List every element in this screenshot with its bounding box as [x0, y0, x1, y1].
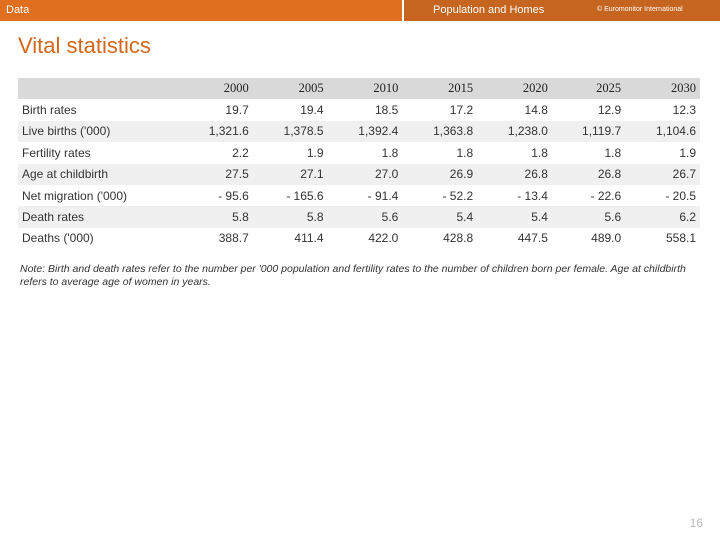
header-section-label: Population and Homes — [433, 4, 545, 16]
table-cell: 558.1 — [665, 231, 696, 246]
header-copyright: © Euromonitor International — [597, 6, 683, 13]
table-header-row: 2000 2005 2010 2015 2020 2025 2030 — [18, 78, 700, 100]
table-cell: 5.4 — [477, 206, 552, 228]
row-label: Age at childbirth — [18, 163, 178, 185]
year-header: 2010 — [327, 78, 403, 100]
year-header: 2015 — [402, 78, 478, 100]
table-cell: 17.2 — [449, 103, 474, 118]
footnote: Note: Birth and death rates refer to the… — [20, 263, 686, 288]
table-cell: - 95.6 — [218, 188, 249, 203]
table-cell: 26.8 — [551, 163, 626, 185]
table-row: Live births ('000) 1,321.6 1,378.5 1,392… — [18, 120, 700, 143]
header-data-label: Data — [6, 4, 30, 16]
row-label: Net migration ('000) — [22, 188, 127, 203]
table-cell: 19.4 — [300, 103, 324, 118]
table-cell: 14.8 — [524, 103, 548, 118]
table-cell: - 91.4 — [367, 188, 399, 203]
table-cell: 388.7 — [218, 231, 249, 246]
table-cell: 1,104.6 — [625, 120, 700, 143]
table-cell: 489.0 — [591, 231, 622, 246]
table-cell: 5.8 — [252, 206, 328, 228]
table-cell: 12.9 — [597, 103, 622, 118]
table-cell: 5.6 — [551, 206, 626, 228]
table-cell: 27.0 — [327, 163, 403, 185]
row-label: Live births ('000) — [18, 120, 178, 143]
year-header: 2000 — [178, 78, 253, 100]
table-cell: 26.7 — [625, 163, 700, 185]
table-cell: 447.5 — [517, 231, 548, 246]
year-header: 2030 — [625, 78, 700, 100]
table-cell: 1,119.7 — [551, 120, 626, 143]
row-label: Birth rates — [22, 103, 77, 118]
year-header: 2025 — [551, 78, 626, 100]
year-header: 2020 — [477, 78, 552, 100]
table-cell: 26.8 — [477, 163, 552, 185]
vital-statistics-table: 2000 2005 2010 2015 2020 2025 2030 Birth… — [18, 78, 700, 249]
table-cell: 1.8 — [531, 145, 548, 160]
table-cell: 1,392.4 — [327, 120, 403, 143]
table-cell: - 13.4 — [517, 188, 548, 203]
table-cell: 27.5 — [178, 163, 253, 185]
table-cell: 5.4 — [402, 206, 478, 228]
year-header: 2005 — [252, 78, 328, 100]
table-cell: 27.1 — [252, 163, 328, 185]
header-right-panel — [404, 0, 720, 21]
table-row: Fertility rates 2.2 1.9 1.8 1.8 1.8 1.8 … — [18, 142, 700, 163]
table-cell: - 20.5 — [665, 188, 696, 203]
table-cell: - 165.6 — [286, 188, 324, 203]
table-cell: 1.8 — [381, 145, 399, 160]
table-cell: 2.2 — [232, 145, 249, 160]
table-cell: 1.9 — [679, 145, 696, 160]
table-cell: 428.8 — [443, 231, 474, 246]
top-bar: Data Population and Homes © Euromonitor … — [0, 0, 720, 21]
table-cell: 5.6 — [327, 206, 403, 228]
table-cell: 19.7 — [225, 103, 249, 118]
table-header-blank — [18, 78, 178, 100]
table-row: Deaths ('000) 388.7 411.4 422.0 428.8 44… — [18, 228, 700, 249]
table-cell: 5.8 — [178, 206, 253, 228]
table-row: Age at childbirth 27.5 27.1 27.0 26.9 26… — [18, 163, 700, 185]
table-row: Death rates 5.8 5.8 5.6 5.4 5.4 5.6 6.2 — [18, 206, 700, 228]
header-divider — [402, 0, 404, 21]
table-cell: 26.9 — [402, 163, 478, 185]
row-label: Fertility rates — [22, 145, 91, 160]
table-cell: 1,238.0 — [477, 120, 552, 143]
table-cell: 422.0 — [368, 231, 399, 246]
table-cell: 1,363.8 — [402, 120, 478, 143]
row-label: Deaths ('000) — [22, 231, 94, 246]
table-cell: 12.3 — [672, 103, 696, 118]
table-cell: 1.9 — [306, 145, 324, 160]
table-cell: - 52.2 — [442, 188, 474, 203]
page-number: 16 — [689, 516, 703, 530]
table-cell: 1.8 — [456, 145, 474, 160]
row-label: Death rates — [18, 206, 178, 228]
table-cell: 411.4 — [294, 231, 324, 246]
table-cell: - 22.6 — [590, 188, 622, 203]
table-cell: 18.5 — [374, 103, 399, 118]
table-cell: 1.8 — [604, 145, 622, 160]
table-row: Birth rates 19.7 19.4 18.5 17.2 14.8 12.… — [18, 99, 700, 120]
table-row: Net migration ('000) - 95.6 - 165.6 - 91… — [18, 185, 700, 206]
table-cell: 1,321.6 — [178, 120, 253, 143]
table-cell: 1,378.5 — [252, 120, 328, 143]
table-cell: 6.2 — [625, 206, 700, 228]
page-title: Vital statistics — [18, 33, 151, 58]
